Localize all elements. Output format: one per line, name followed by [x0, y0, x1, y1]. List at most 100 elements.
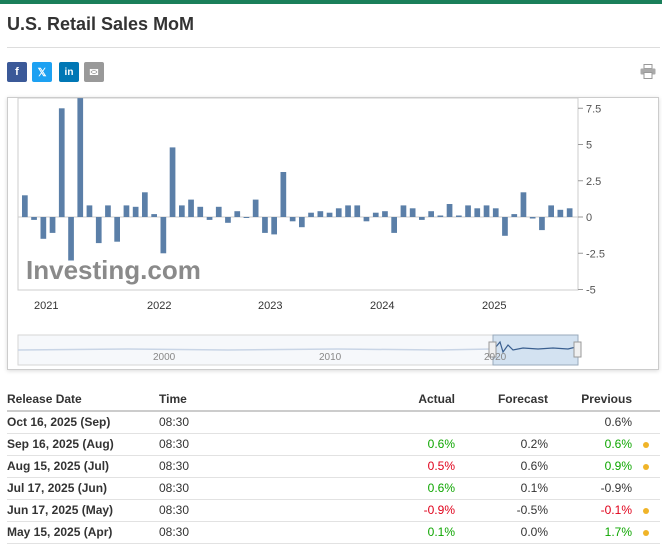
chart-bar[interactable] [179, 205, 185, 217]
x-tick-label: 2022 [147, 300, 171, 312]
table-row: Aug 15, 2025 (Jul) 08:30 0.5% 0.6% 0.9% [7, 455, 660, 478]
table-row: Jul 17, 2025 (Jun) 08:30 0.6% 0.1% -0.9% [7, 477, 660, 500]
facebook-icon[interactable]: f [7, 62, 27, 82]
range-navigator[interactable]: 2000 2010 2020 [17, 334, 582, 366]
linkedin-icon[interactable]: in [59, 62, 79, 82]
chart-bar[interactable] [345, 205, 351, 217]
chart-bar[interactable] [382, 211, 388, 217]
navigator-selection[interactable] [492, 334, 579, 366]
chart-bar[interactable] [308, 212, 314, 217]
header-release-date[interactable]: Release Date [7, 387, 159, 412]
watermark-text: Investing.com [26, 255, 201, 285]
forecast-cell: -0.5% [455, 499, 548, 522]
chart-bar[interactable] [317, 211, 324, 217]
navigator-label-2010: 2010 [319, 352, 342, 363]
release-date-cell: May 15, 2025 (Apr) [7, 521, 159, 544]
chart-bar[interactable] [548, 205, 554, 217]
chart-bar[interactable] [419, 217, 425, 220]
chart-bar[interactable] [197, 206, 204, 217]
printer-icon[interactable] [640, 64, 656, 79]
chart-bar[interactable] [539, 217, 545, 231]
chart-bar[interactable] [95, 217, 102, 244]
chart-bar[interactable] [566, 208, 573, 217]
chart-bar[interactable] [105, 205, 111, 217]
time-cell: 08:30 [159, 455, 309, 478]
chart-bar[interactable] [142, 192, 148, 217]
table-row: Jun 17, 2025 (May) 08:30 -0.9% -0.5% -0.1% [7, 499, 660, 522]
actual-cell: 0.5% [309, 455, 455, 478]
chart-bar[interactable] [456, 215, 462, 218]
x-tick-label: 2023 [258, 300, 282, 312]
chart-bar[interactable] [437, 215, 444, 218]
chart-bar[interactable] [40, 217, 47, 239]
chart-bar[interactable] [511, 214, 518, 217]
chart-bar[interactable] [31, 217, 37, 220]
forecast-cell: 0.1% [455, 477, 548, 500]
actual-cell [309, 411, 455, 434]
email-icon[interactable]: ✉ [84, 62, 104, 82]
chart-bar[interactable] [271, 217, 277, 235]
revision-dot-icon[interactable] [643, 464, 649, 470]
time-cell: 08:30 [159, 477, 309, 500]
navigator-left-handle[interactable] [488, 341, 497, 358]
header-previous[interactable]: Previous [548, 387, 632, 412]
chart-bar[interactable] [68, 217, 74, 261]
chart-bar[interactable] [132, 206, 139, 217]
x-twitter-icon[interactable]: 𝕏 [32, 62, 52, 82]
chart-bar[interactable] [86, 205, 93, 217]
y-tick-label: -5 [586, 285, 596, 297]
chart-bar[interactable] [474, 208, 481, 217]
retail-sales-chart[interactable]: 7.5 5 2.5 0 -2.5 -5 2021 2022 2023 2024 2025 Inve… [8, 97, 660, 371]
chart-bar[interactable] [465, 205, 471, 217]
chart-bar[interactable] [483, 205, 490, 217]
table-row: May 15, 2025 (Apr) 08:30 0.1% 0.0% 1.7% [7, 521, 660, 544]
chart-bar[interactable] [391, 217, 397, 233]
chart-bar[interactable] [289, 217, 296, 222]
header-time[interactable]: Time [159, 387, 309, 412]
chart-bar[interactable] [225, 217, 231, 223]
chart-bar[interactable] [400, 205, 407, 217]
chart-bar[interactable] [529, 217, 536, 219]
chart-bar[interactable] [169, 147, 176, 217]
navigator-right-handle[interactable] [573, 341, 582, 358]
chart-bar[interactable] [280, 172, 287, 217]
history-table: Release Date Time Actual Forecast Previo… [7, 387, 660, 544]
chart-bar[interactable] [49, 217, 56, 233]
chart-bar[interactable] [299, 217, 305, 228]
chart-bar[interactable] [409, 208, 416, 217]
y-tick-label: -2.5 [586, 248, 605, 260]
chart-bar[interactable] [234, 211, 241, 217]
chart-bar[interactable] [335, 208, 342, 217]
chart-bar[interactable] [502, 217, 508, 236]
chart-bar[interactable] [520, 192, 527, 217]
chart-bar[interactable] [557, 209, 564, 218]
chart-bar[interactable] [114, 217, 120, 242]
chart-bar[interactable] [22, 195, 28, 218]
chart-bar[interactable] [77, 98, 84, 217]
revision-dot-icon[interactable] [643, 530, 649, 536]
chart-bar[interactable] [363, 217, 370, 222]
revision-dot-icon[interactable] [643, 442, 649, 448]
chart-bar[interactable] [326, 212, 333, 217]
chart-bar[interactable] [372, 212, 379, 217]
chart-bar[interactable] [160, 217, 167, 254]
chart-bar[interactable] [446, 204, 453, 217]
chart-bar[interactable] [206, 217, 213, 220]
chart-bar[interactable] [354, 205, 361, 217]
previous-cell: 0.6% [548, 411, 632, 434]
table-row: Oct 16, 2025 (Sep) 08:30 0.6% [7, 411, 660, 434]
header-forecast[interactable]: Forecast [455, 387, 548, 412]
chart-bar[interactable] [428, 211, 434, 217]
chart-bar[interactable] [58, 108, 65, 218]
revision-dot-icon[interactable] [643, 508, 649, 514]
chart-bar[interactable] [123, 205, 130, 217]
header-actual[interactable]: Actual [309, 387, 455, 412]
chart-bar[interactable] [188, 199, 194, 217]
chart-bar[interactable] [252, 199, 259, 217]
chart-bar[interactable] [243, 217, 250, 218]
chart-bar[interactable] [151, 214, 157, 217]
chart-bar[interactable] [262, 217, 268, 233]
chart-bar[interactable] [215, 206, 222, 217]
revision-indicator [632, 477, 660, 500]
chart-bar[interactable] [492, 208, 499, 217]
